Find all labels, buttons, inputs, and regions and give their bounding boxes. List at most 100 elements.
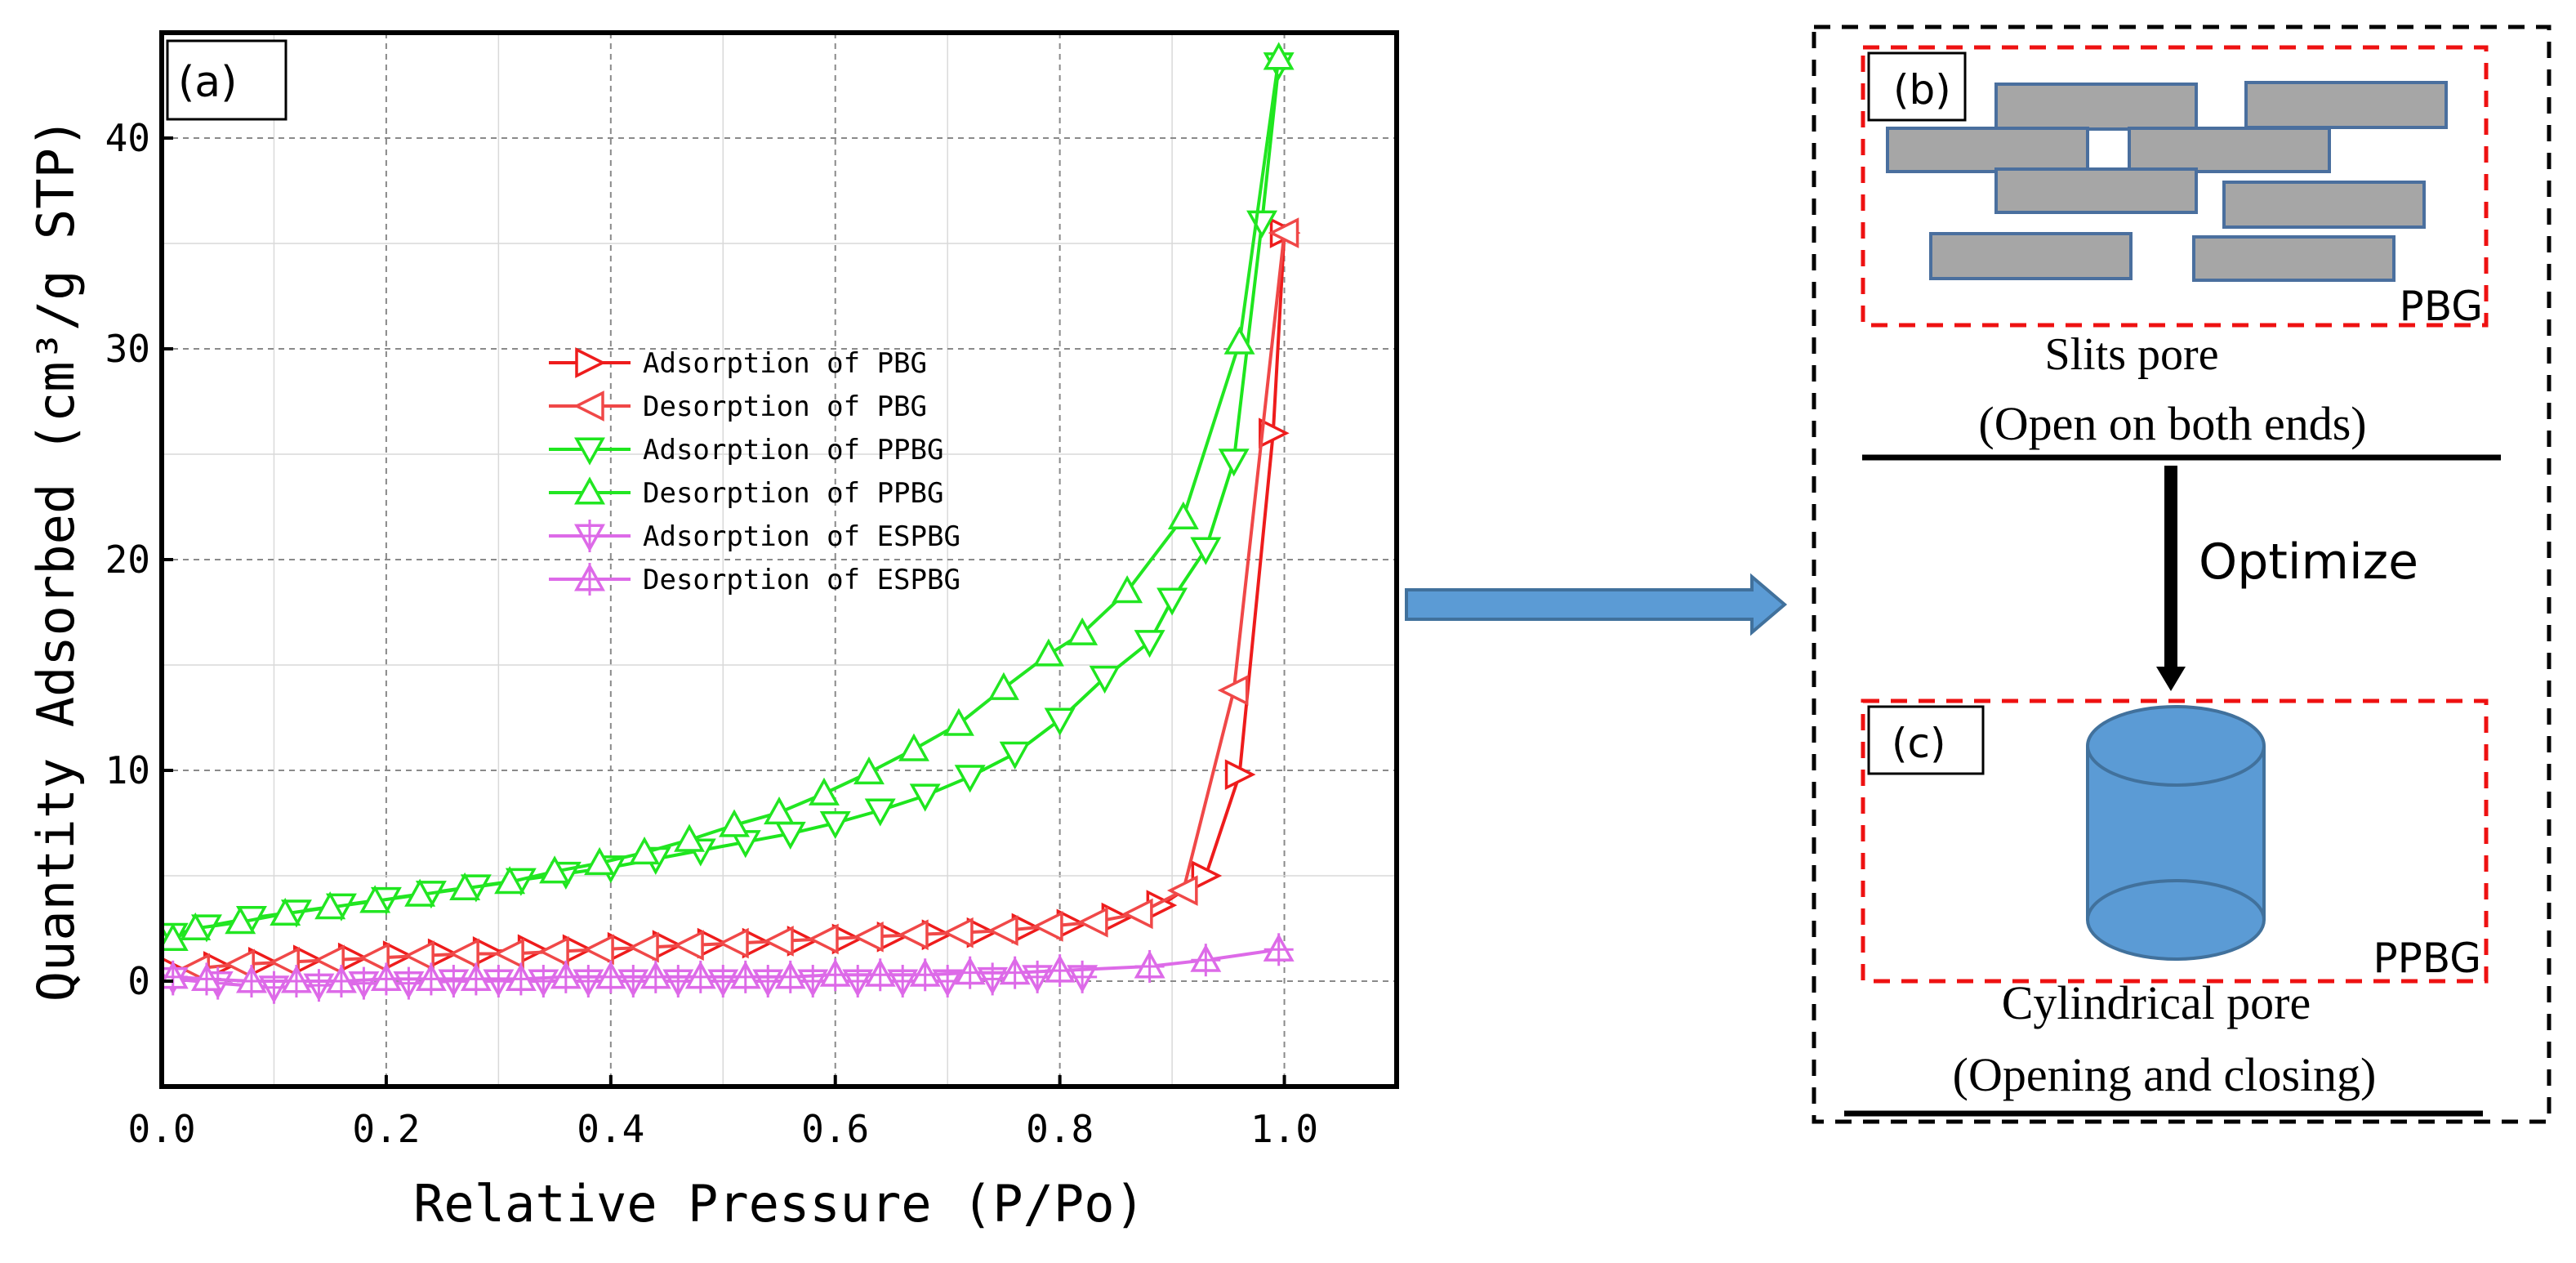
data-point	[628, 931, 659, 963]
slit-blocks	[1886, 81, 2448, 282]
marker-shape	[1044, 707, 1076, 736]
legend-label: Adsorption of ESPBG	[643, 520, 960, 553]
data-point	[415, 962, 447, 996]
data-point	[180, 912, 212, 941]
data-point	[225, 906, 256, 935]
pore-diagram: (b) PBG Slits pore (Open on both ends) O…	[1812, 25, 2551, 1124]
marker-shape	[538, 936, 569, 967]
data-point	[314, 944, 345, 976]
marker-shape	[628, 931, 659, 963]
marker-shape	[359, 885, 391, 913]
data-point	[370, 962, 402, 996]
data-point	[270, 897, 301, 926]
panel-b-label-box	[1867, 51, 1967, 122]
data-point	[1218, 449, 1250, 477]
y-axis-label: Quantity Adsorbed (cm³/g STP)	[26, 118, 86, 1002]
data-point	[1134, 630, 1165, 658]
slit-block	[1929, 232, 2133, 280]
data-point	[1121, 898, 1153, 930]
marker-shape	[314, 944, 345, 976]
marker-shape	[943, 707, 974, 736]
data-point	[763, 926, 794, 957]
marker-shape	[763, 926, 794, 957]
data-point	[404, 878, 436, 907]
data-point	[348, 966, 380, 1000]
data-point	[1166, 875, 1198, 906]
panel-a-label-box	[166, 39, 287, 121]
legend-item: Desorption of ESPBG	[549, 563, 960, 596]
data-point	[1217, 675, 1249, 706]
panel-b-label: (b)	[1893, 66, 1951, 114]
data-point	[1076, 906, 1108, 938]
panel-c-label: (c)	[1892, 720, 1946, 767]
data-point	[1134, 949, 1165, 983]
data-point	[764, 796, 795, 825]
x-tick-label: 1.0	[1250, 1107, 1318, 1151]
data-point	[1263, 933, 1295, 966]
marker-shape	[404, 878, 436, 907]
marker-shape	[584, 846, 616, 876]
data-point	[575, 347, 606, 378]
marker-shape	[1067, 617, 1099, 645]
marker-shape	[808, 923, 839, 955]
marker-shape	[1191, 860, 1223, 891]
legend-label: Adsorption of PBG	[643, 347, 927, 380]
optimize-arrow-icon	[2156, 667, 2186, 691]
cylinder-bottom-rim	[2086, 879, 2266, 921]
series-desorption-of-pbg	[179, 217, 1299, 984]
data-point	[1268, 217, 1299, 248]
data-point	[550, 960, 582, 993]
data-point	[1032, 911, 1063, 942]
data-point	[1190, 537, 1222, 565]
data-point	[1157, 587, 1188, 616]
data-point	[1089, 665, 1121, 694]
marker-shape	[898, 733, 929, 761]
panel-c-tag: PPBG	[2373, 935, 2481, 982]
data-point	[573, 965, 604, 997]
data-point	[235, 965, 267, 997]
data-point	[909, 958, 941, 992]
marker-shape	[898, 919, 929, 951]
marker-shape	[1218, 449, 1250, 477]
data-point	[574, 520, 605, 552]
marker-shape	[270, 897, 301, 926]
marker-shape	[853, 756, 885, 785]
marker-shape	[999, 741, 1031, 770]
legend-item: Adsorption of PPBG	[549, 434, 943, 466]
series-desorption-of-ppbg	[162, 42, 1295, 951]
marker-shape	[314, 891, 346, 920]
marker-shape	[448, 938, 479, 970]
marker-shape	[629, 837, 661, 865]
series-desorption-of-espbg	[162, 933, 1295, 997]
marker-shape	[1134, 630, 1165, 658]
marker-shape	[764, 796, 795, 825]
series-layer	[162, 42, 1301, 1004]
marker-shape	[853, 921, 884, 953]
data-point	[574, 476, 605, 505]
data-point	[954, 765, 986, 793]
data-point	[1191, 860, 1223, 891]
data-point	[583, 934, 614, 966]
data-point	[729, 960, 761, 993]
data-point	[617, 965, 649, 997]
marker-shape	[1166, 875, 1198, 906]
data-point	[1259, 417, 1290, 449]
data-point	[640, 960, 671, 993]
data-point	[449, 872, 481, 901]
panel-b-title: Slits pore	[2044, 329, 2218, 380]
slit-block	[1886, 127, 2089, 173]
panel-c-title: Cylindrical pore	[2002, 976, 2311, 1029]
data-point	[662, 965, 694, 997]
marker-shape	[909, 783, 941, 812]
data-point	[584, 846, 616, 876]
data-point	[573, 391, 604, 422]
y-tick-label: 10	[105, 748, 150, 792]
data-point	[574, 563, 605, 596]
data-point	[224, 948, 255, 980]
data-point	[162, 922, 189, 951]
marker-shape	[224, 948, 255, 980]
data-point	[752, 965, 784, 997]
data-point	[574, 437, 605, 466]
marker-shape	[180, 912, 212, 941]
x-tick-label: 0.0	[127, 1107, 195, 1151]
